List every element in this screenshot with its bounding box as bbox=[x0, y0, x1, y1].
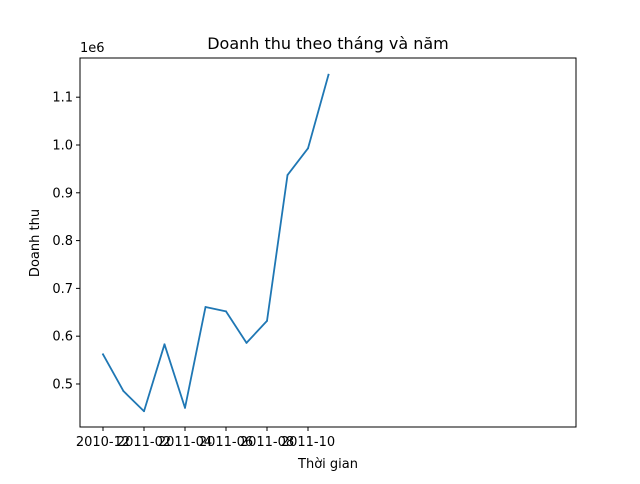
data-point bbox=[225, 310, 227, 313]
y-tick-label: 1.1 bbox=[52, 91, 73, 106]
x-tick-label: 2011-06 bbox=[199, 435, 253, 450]
data-point bbox=[307, 147, 309, 150]
data-point bbox=[102, 353, 104, 356]
y-tick-label: 1.0 bbox=[52, 138, 73, 153]
series-line bbox=[101, 73, 330, 413]
y-tick-label: 0.7 bbox=[52, 282, 73, 297]
x-tick-label: 2010-12 bbox=[76, 435, 130, 450]
data-point bbox=[245, 341, 248, 344]
data-point bbox=[327, 73, 330, 76]
x-axis-label: Thời gian bbox=[297, 457, 358, 472]
y-axis-label: Doanh thu bbox=[28, 209, 43, 277]
data-point bbox=[143, 410, 145, 413]
data-point bbox=[163, 343, 166, 346]
data-point bbox=[266, 319, 268, 322]
y-tick-label: 0.6 bbox=[52, 330, 73, 345]
y-axis-offset-label: 1e6 bbox=[80, 41, 105, 56]
y-tick-label: 0.8 bbox=[52, 234, 73, 249]
x-tick-label: 2011-04 bbox=[158, 435, 212, 450]
x-tick-label: 2011-08 bbox=[240, 435, 294, 450]
data-point bbox=[184, 406, 186, 409]
y-tick-label: 0.5 bbox=[52, 377, 73, 392]
data-point bbox=[286, 174, 289, 177]
chart-title: Doanh thu theo tháng và năm bbox=[207, 34, 449, 53]
x-tick-label: 2011-10 bbox=[281, 435, 335, 450]
x-tick-label: 2011-02 bbox=[117, 435, 171, 450]
axes-frame bbox=[79, 57, 577, 428]
data-point bbox=[204, 306, 207, 308]
plot-area: 0.50.60.70.80.91.01.12010-122011-022011-… bbox=[52, 57, 577, 450]
y-tick-label: 0.9 bbox=[52, 186, 73, 201]
data-point bbox=[122, 390, 125, 393]
